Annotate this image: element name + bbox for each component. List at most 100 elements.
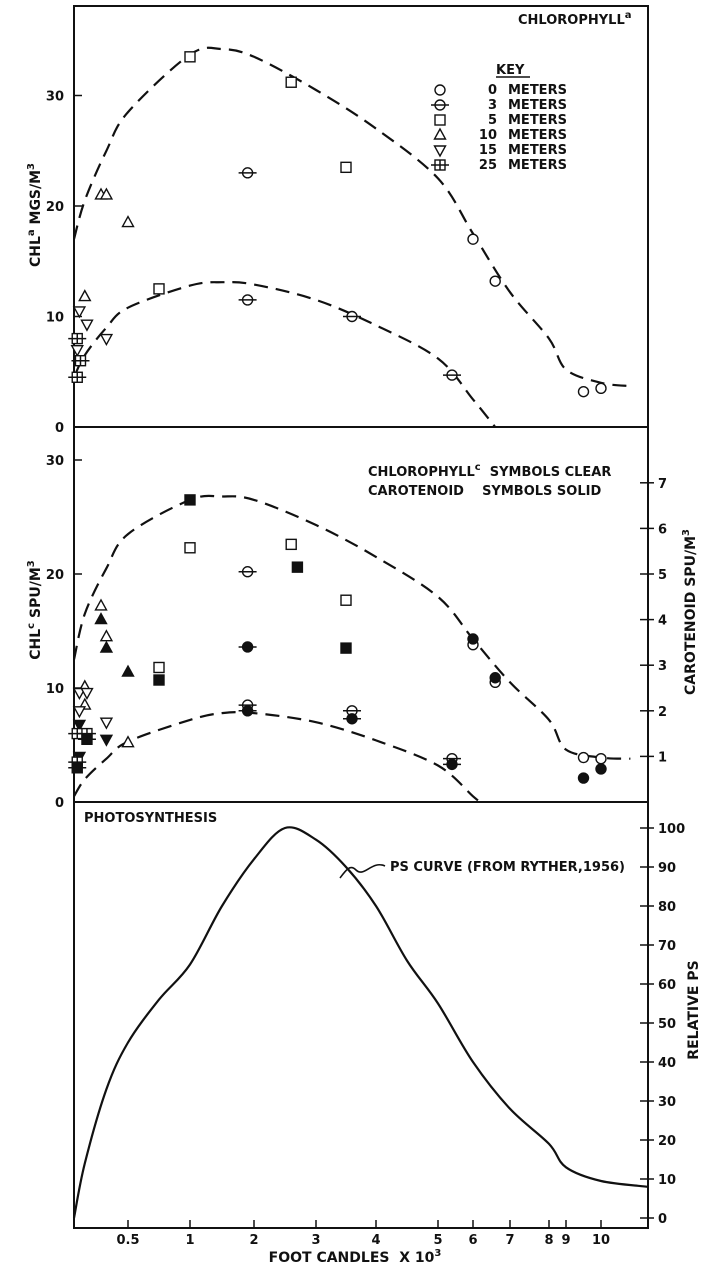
mid-right-y-tick-label: 1 bbox=[658, 750, 667, 765]
symbol-square bbox=[340, 161, 352, 174]
mid-data-point bbox=[94, 598, 108, 611]
symbol-square bbox=[153, 283, 165, 295]
top-envelope-curve-upper bbox=[72, 46, 631, 388]
symbol-circle bbox=[577, 385, 590, 398]
mid-y-axis-title: CHLc SPU/M3 bbox=[26, 560, 44, 660]
symbol-triangle-down bbox=[433, 145, 447, 158]
figure-frame bbox=[73, 5, 649, 1229]
x-tick-label: 1 bbox=[185, 1233, 194, 1248]
bottom-right-y-tick-label: 60 bbox=[658, 978, 676, 993]
symbol-square bbox=[153, 674, 165, 686]
symbol-triangle bbox=[121, 215, 135, 228]
symbol-circle bbox=[595, 763, 607, 775]
mid-right-y-axis-title: CAROTENOID SPU/M3 bbox=[681, 529, 699, 695]
key-depth-value: 10 bbox=[479, 128, 497, 143]
key-heading: KEY bbox=[496, 63, 525, 78]
symbol-circle bbox=[489, 275, 501, 287]
x-tick-label: 7 bbox=[505, 1233, 514, 1248]
key-depth-unit: METERS bbox=[508, 98, 567, 113]
top-y-tick-label: 20 bbox=[46, 200, 64, 215]
symbol-square bbox=[184, 542, 196, 554]
symbol-triangle-down bbox=[72, 306, 87, 319]
top-data-point bbox=[68, 371, 87, 383]
mid-envelope-curve-lower bbox=[73, 710, 482, 803]
symbol-triangle bbox=[94, 598, 108, 611]
mid-envelope-curve-upper bbox=[72, 494, 631, 760]
mid-legend-line2: CAROTENOID SYMBOLS SOLID bbox=[368, 484, 601, 499]
key-depth-unit: METERS bbox=[508, 128, 567, 143]
mid-data-point bbox=[94, 612, 108, 625]
key-symbol-square bbox=[434, 114, 446, 126]
key-symbol-circle-bar bbox=[431, 99, 449, 111]
symbol-circle bbox=[595, 382, 607, 395]
top-y-tick-label: 10 bbox=[46, 311, 64, 326]
top-data-point bbox=[238, 167, 257, 179]
mid-right-y-tick-label: 5 bbox=[658, 568, 667, 583]
top-data-point bbox=[467, 233, 479, 245]
mid-data-point bbox=[285, 538, 297, 551]
top-data-point bbox=[184, 51, 196, 63]
key-depth-unit: METERS bbox=[508, 113, 567, 128]
mid-data-point bbox=[99, 629, 114, 642]
mid-right-y-tick-label: 3 bbox=[658, 659, 667, 674]
symbol-triangle bbox=[78, 289, 92, 302]
symbol-square bbox=[340, 594, 352, 606]
mid-data-point bbox=[121, 664, 135, 677]
mid-data-point bbox=[577, 751, 590, 764]
ps-curve-annotation: PS CURVE (FROM RYTHER,1956) bbox=[390, 860, 625, 875]
symbol-triangle bbox=[99, 640, 114, 653]
top-data-point bbox=[99, 333, 114, 347]
bottom-right-y-tick-label: 0 bbox=[658, 1212, 667, 1227]
bottom-right-y-tick-label: 30 bbox=[658, 1095, 676, 1110]
symbol-square bbox=[285, 538, 297, 551]
top-data-point bbox=[71, 355, 90, 367]
top-envelope-curve-lower bbox=[73, 280, 497, 428]
mid-y-tick-label: 20 bbox=[46, 568, 64, 583]
x-tick-label: 6 bbox=[468, 1233, 477, 1248]
symbol-square bbox=[285, 76, 297, 88]
symbol-circle bbox=[577, 751, 590, 764]
mid-data-point bbox=[72, 719, 87, 732]
bottom-right-y-tick-label: 40 bbox=[658, 1056, 676, 1071]
top-data-point bbox=[68, 332, 87, 345]
top-data-point bbox=[99, 187, 114, 200]
mid-data-point bbox=[595, 752, 607, 765]
symbol-triangle bbox=[94, 612, 108, 625]
mid-y-tick-label: 0 bbox=[55, 796, 64, 811]
symbol-triangle-down bbox=[80, 687, 94, 701]
top-data-point bbox=[70, 344, 84, 358]
mid-data-point bbox=[238, 705, 257, 717]
top-data-point bbox=[577, 385, 590, 398]
mid-data-point bbox=[99, 717, 114, 730]
symbol-square bbox=[291, 561, 304, 573]
top-data-point bbox=[121, 215, 135, 228]
x-tick-label: 4 bbox=[371, 1233, 380, 1248]
mid-y-tick-label: 10 bbox=[46, 682, 64, 697]
bottom-right-y-tick-label: 10 bbox=[658, 1173, 676, 1188]
symbol-triangle-down bbox=[72, 706, 87, 719]
mid-data-point bbox=[340, 594, 352, 606]
x-tick-label: 5 bbox=[433, 1233, 442, 1248]
mid-data-point bbox=[121, 735, 135, 748]
mid-data-point bbox=[238, 641, 257, 653]
key-symbol-triangle bbox=[433, 127, 447, 140]
mid-data-point bbox=[343, 713, 361, 725]
x-tick-label: 8 bbox=[544, 1233, 553, 1248]
points bbox=[68, 51, 607, 784]
mid-data-point bbox=[595, 763, 607, 775]
symbol-triangle-down bbox=[72, 719, 87, 732]
mid-data-point bbox=[577, 772, 590, 784]
symbol-circle bbox=[434, 84, 446, 96]
mid-data-point bbox=[184, 494, 196, 506]
annotation-leader bbox=[339, 863, 386, 879]
key-symbol-square-bar bbox=[431, 159, 449, 171]
top-y-axis-title: CHLa MGS/M3 bbox=[26, 163, 44, 267]
key: KEY 0 METERS 3 METERS 5 METERS 10 METERS 15 METER… bbox=[431, 63, 567, 173]
bottom-right-y-tick-label: 90 bbox=[658, 861, 676, 876]
mid-data-point bbox=[467, 633, 479, 645]
top-data-point bbox=[285, 76, 297, 88]
symbol-square bbox=[153, 661, 165, 674]
mid-right-y-tick-label: 7 bbox=[658, 477, 667, 492]
mid-data-point bbox=[340, 642, 352, 654]
